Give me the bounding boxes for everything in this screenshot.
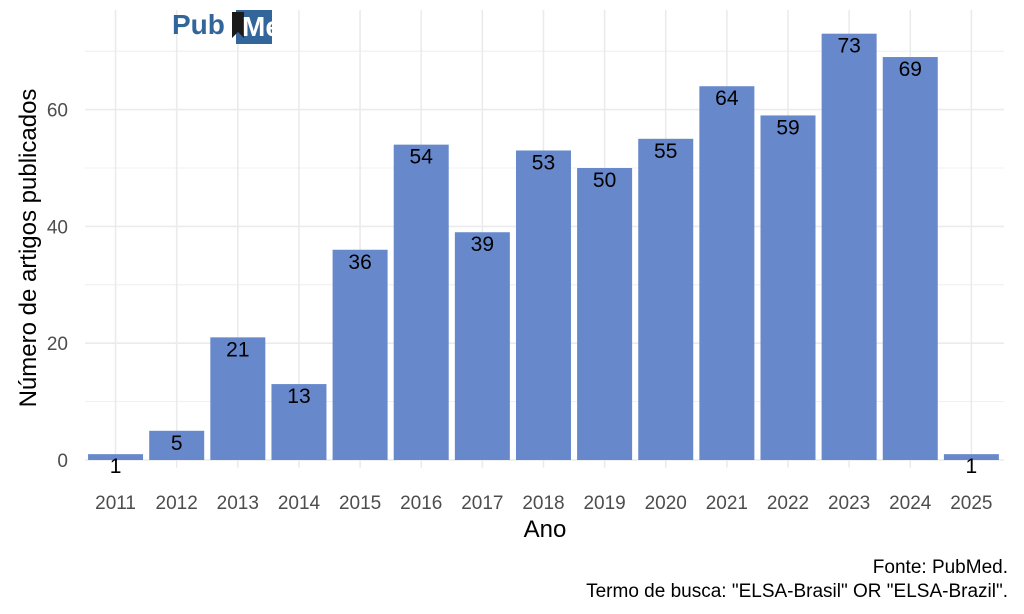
x-tick-label: 2011 xyxy=(95,493,136,514)
caption-search-term: Termo de busca: "ELSA-Brasil" OR "ELSA-B… xyxy=(586,581,1008,602)
pubmed-logo-text-med: Med xyxy=(242,11,298,42)
bar-2023 xyxy=(821,33,877,461)
x-tick-label: 2020 xyxy=(645,493,687,514)
data-label-2012: 5 xyxy=(171,432,183,455)
data-label-2021: 64 xyxy=(715,87,739,110)
bar-2016 xyxy=(393,144,449,460)
bar-2013 xyxy=(210,337,266,460)
x-tick-label: 2019 xyxy=(583,493,625,514)
data-label-2020: 55 xyxy=(654,140,677,163)
bar-2018 xyxy=(515,150,571,461)
data-label-2018: 53 xyxy=(532,151,555,174)
data-label-2024: 69 xyxy=(899,58,922,81)
data-label-2011: 1 xyxy=(110,455,122,478)
bars xyxy=(88,33,999,461)
data-label-2023: 73 xyxy=(837,35,860,58)
x-axis-ticks: 2011 2012 2013 2014 2015 2016 2017 2018 2019 2020… xyxy=(95,493,992,514)
y-tick-label: 40 xyxy=(47,217,68,238)
bar-2020 xyxy=(638,138,694,461)
caption-source: Fonte: PubMed. xyxy=(873,557,1008,578)
x-tick-label: 2013 xyxy=(217,493,259,514)
x-tick-label: 2023 xyxy=(828,493,870,514)
y-axis-ticks: 0 20 40 60 xyxy=(47,101,68,472)
x-tick-label: 2022 xyxy=(767,493,809,514)
bar-2017 xyxy=(454,232,510,460)
y-tick-label: 20 xyxy=(47,334,68,355)
data-labels: 1 5 21 13 36 54 39 53 50 55 64 59 73 69 1 xyxy=(110,35,978,478)
x-tick-label: 2015 xyxy=(339,493,381,514)
x-tick-label: 2017 xyxy=(461,493,503,514)
bar-2014 xyxy=(271,384,327,460)
bar-2024 xyxy=(882,57,938,460)
y-tick-label: 60 xyxy=(47,101,68,122)
x-tick-label: 2025 xyxy=(950,493,992,514)
x-axis-title: Ano xyxy=(524,516,567,543)
data-label-2025: 1 xyxy=(966,455,978,478)
data-label-2013: 21 xyxy=(226,338,249,361)
y-tick-label: 0 xyxy=(57,451,68,472)
bar-2012 xyxy=(149,430,205,460)
x-tick-label: 2012 xyxy=(156,493,198,514)
pubmed-logo-bookmark-icon xyxy=(232,12,244,38)
bar-2022 xyxy=(760,115,816,460)
bar-2011 xyxy=(88,454,144,460)
data-label-2022: 59 xyxy=(776,116,799,139)
x-tick-label: 2024 xyxy=(889,493,932,514)
data-label-2014: 13 xyxy=(287,385,310,408)
bar-2015 xyxy=(332,249,388,460)
x-tick-label: 2014 xyxy=(278,493,321,514)
bar-2021 xyxy=(699,86,755,461)
bar-2025 xyxy=(943,454,999,460)
x-tick-label: 2021 xyxy=(706,493,748,514)
pubmed-logo: Pub Med xyxy=(172,9,298,44)
data-label-2015: 36 xyxy=(348,251,371,274)
y-axis-title: Número de artigos publicados xyxy=(15,89,42,408)
x-tick-label: 2018 xyxy=(522,493,564,514)
data-label-2017: 39 xyxy=(471,233,494,256)
bar-2019 xyxy=(577,168,633,460)
data-label-2019: 50 xyxy=(593,169,616,192)
data-label-2016: 54 xyxy=(410,146,434,169)
x-tick-label: 2016 xyxy=(400,493,442,514)
pubmed-logo-text-pub: Pub xyxy=(172,9,225,40)
